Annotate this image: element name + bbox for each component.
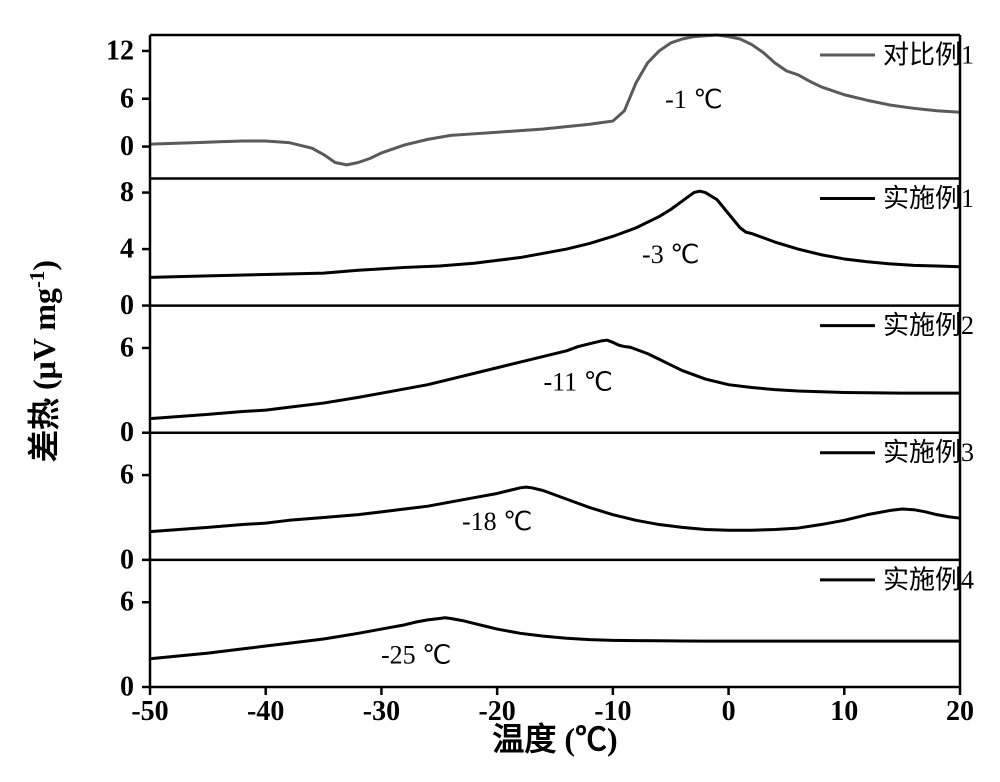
xtick-label: 0 <box>722 696 736 727</box>
panel5-curve <box>150 618 960 659</box>
panel2-curve <box>150 191 960 277</box>
ytick-label: 8 <box>120 177 134 208</box>
xtick-label: -50 <box>131 696 168 727</box>
peak-annotation: -1 ℃ <box>665 85 722 114</box>
panel4-curve <box>150 487 960 531</box>
dsc-chart: 0612对比例1-1 ℃048实施例1-3 ℃06实施例2-11 ℃06实施例3… <box>20 20 980 762</box>
peak-annotation: -3 ℃ <box>642 240 699 269</box>
xtick-label: 10 <box>830 696 858 727</box>
y-axis-label: 差热 (μV mg-1) <box>26 260 63 462</box>
x-axis-label: 温度 (℃) <box>492 721 617 757</box>
ytick-label: 6 <box>120 587 134 618</box>
ytick-label: 4 <box>120 234 134 265</box>
xtick-label: 20 <box>946 696 974 727</box>
ytick-label: 0 <box>120 544 134 575</box>
ytick-label: 12 <box>106 35 134 66</box>
xtick-label: -30 <box>363 696 400 727</box>
xtick-label: -40 <box>247 696 284 727</box>
ytick-label: 6 <box>120 460 134 491</box>
ytick-label: 0 <box>120 131 134 162</box>
ytick-label: 0 <box>120 417 134 448</box>
peak-annotation: -18 ℃ <box>462 507 532 536</box>
chart-svg: 0612对比例1-1 ℃048实施例1-3 ℃06实施例2-11 ℃06实施例3… <box>20 20 980 762</box>
peak-annotation: -25 ℃ <box>381 641 451 670</box>
ytick-label: 6 <box>120 332 134 363</box>
ytick-label: 0 <box>120 290 134 321</box>
peak-annotation: -11 ℃ <box>543 367 612 396</box>
ytick-label: 6 <box>120 83 134 114</box>
